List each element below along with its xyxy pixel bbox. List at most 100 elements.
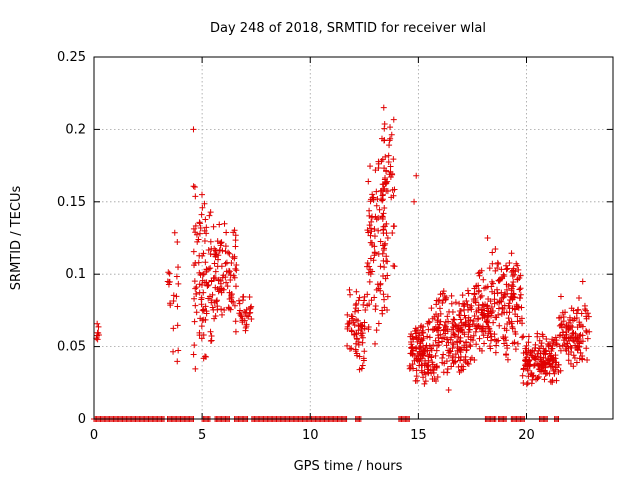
data-point xyxy=(519,334,526,341)
data-point xyxy=(209,291,216,298)
data-point xyxy=(547,355,554,362)
data-point xyxy=(494,290,501,297)
data-point xyxy=(553,377,560,384)
data-point xyxy=(364,259,371,266)
data-point xyxy=(525,333,532,340)
data-point xyxy=(576,332,583,339)
data-point xyxy=(236,310,243,317)
data-point xyxy=(191,262,198,269)
data-point xyxy=(196,269,203,276)
data-point xyxy=(236,297,243,304)
data-point xyxy=(531,347,538,354)
data-point xyxy=(462,320,469,327)
data-point xyxy=(381,204,388,211)
data-point xyxy=(465,361,472,368)
data-point xyxy=(238,313,245,320)
data-point xyxy=(384,188,391,195)
data-point xyxy=(434,319,441,326)
data-point xyxy=(174,303,181,310)
data-point xyxy=(478,292,485,299)
data-point xyxy=(409,343,416,350)
data-point xyxy=(426,319,433,326)
data-point xyxy=(532,356,539,363)
data-point xyxy=(369,239,376,246)
data-point xyxy=(519,372,526,379)
data-point xyxy=(458,319,465,326)
data-point xyxy=(428,347,435,354)
data-point xyxy=(367,266,374,273)
data-point xyxy=(449,357,456,364)
data-point xyxy=(473,341,480,348)
data-point xyxy=(243,312,250,319)
data-point xyxy=(375,158,382,165)
data-point xyxy=(446,349,453,356)
data-point xyxy=(198,296,205,303)
data-point xyxy=(464,287,471,294)
data-point xyxy=(208,332,215,339)
data-point xyxy=(452,351,459,358)
data-point xyxy=(552,334,559,341)
data-point xyxy=(485,312,492,319)
data-point xyxy=(191,278,198,285)
data-point xyxy=(428,353,435,360)
data-point xyxy=(196,219,203,226)
data-point xyxy=(506,319,513,326)
data-point xyxy=(465,306,472,313)
data-point xyxy=(558,314,565,321)
data-point xyxy=(470,318,477,325)
data-point xyxy=(368,218,375,225)
data-point xyxy=(460,300,467,307)
data-point xyxy=(197,220,204,227)
data-point xyxy=(190,126,197,133)
data-point xyxy=(190,248,197,255)
data-point xyxy=(353,330,360,337)
data-point xyxy=(522,345,529,352)
data-point xyxy=(199,317,206,324)
data-point xyxy=(201,227,208,234)
data-point xyxy=(489,260,496,267)
data-point xyxy=(95,323,102,330)
data-point xyxy=(412,377,419,384)
data-point xyxy=(232,318,239,325)
data-point xyxy=(195,259,202,266)
x-tick-label: 15 xyxy=(410,428,427,443)
data-point xyxy=(512,306,519,313)
data-point xyxy=(236,307,243,314)
data-point xyxy=(371,233,378,240)
data-point xyxy=(207,209,214,216)
data-point xyxy=(461,312,468,319)
data-point xyxy=(434,342,441,349)
data-point xyxy=(387,124,394,131)
data-point xyxy=(564,340,571,347)
data-point xyxy=(203,310,210,317)
data-point xyxy=(174,322,181,329)
data-point xyxy=(361,297,368,304)
data-point xyxy=(499,294,506,301)
data-point xyxy=(357,322,364,329)
data-point xyxy=(208,278,215,285)
data-point xyxy=(495,305,502,312)
data-point xyxy=(425,363,432,370)
data-point xyxy=(191,295,198,302)
data-point xyxy=(546,350,553,357)
data-point xyxy=(425,318,432,325)
data-point xyxy=(356,366,363,373)
data-point xyxy=(458,346,465,353)
data-point xyxy=(477,294,484,301)
data-point xyxy=(353,316,360,323)
data-point xyxy=(225,249,232,256)
data-point xyxy=(484,235,491,241)
data-point xyxy=(432,352,439,359)
data-point xyxy=(457,347,464,354)
data-point xyxy=(436,305,443,312)
data-point xyxy=(534,330,541,337)
data-point xyxy=(448,300,455,307)
y-tick-label: 0.2 xyxy=(65,122,86,137)
data-point xyxy=(387,163,394,170)
data-point xyxy=(377,287,384,294)
data-point xyxy=(439,354,446,361)
data-point xyxy=(565,357,572,364)
data-point xyxy=(489,249,496,256)
data-point xyxy=(197,225,204,232)
data-point xyxy=(361,348,368,355)
